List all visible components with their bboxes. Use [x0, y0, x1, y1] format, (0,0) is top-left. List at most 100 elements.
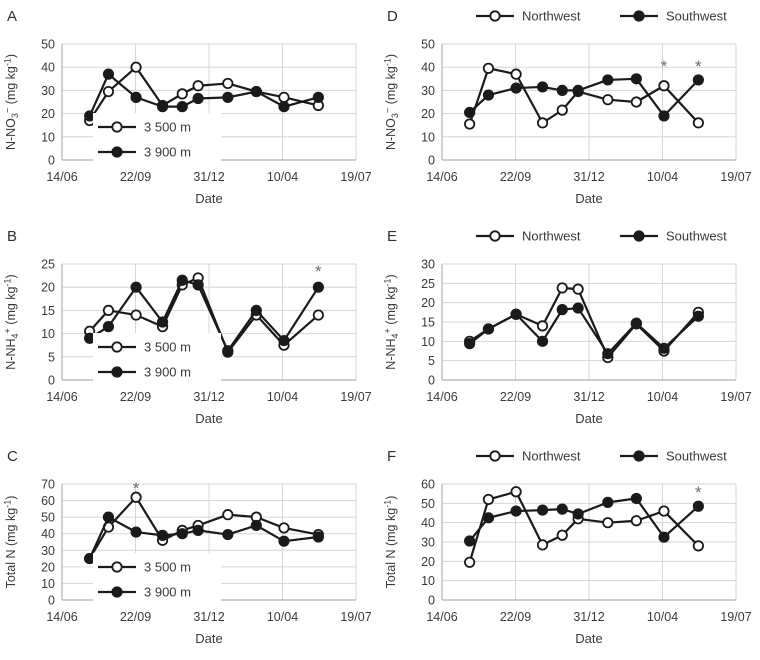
data-point-filled-circle [510, 505, 522, 517]
y-tick-label: 20 [41, 107, 55, 121]
data-point-filled-circle [692, 74, 704, 86]
y-tick-label: 10 [421, 130, 435, 144]
data-point-open-circle [102, 304, 115, 317]
x-tick-label: 14/06 [46, 170, 77, 184]
legend-marker-filled [633, 10, 645, 22]
x-axis-title: Date [575, 631, 602, 646]
data-point-filled-circle [602, 496, 614, 508]
y-tick-label: 5 [428, 354, 435, 368]
legend-label: Southwest [666, 229, 727, 244]
y-tick-label: 70 [41, 478, 55, 492]
legend-marker-open [111, 341, 123, 353]
data-point-open-circle [130, 61, 142, 73]
data-point-filled-circle [176, 528, 188, 540]
x-tick-label: 19/07 [720, 390, 751, 404]
data-point-filled-circle [510, 82, 522, 94]
legend-marker-open [489, 230, 501, 242]
x-tick-label: 14/06 [46, 390, 77, 404]
x-tick-label: 10/04 [647, 390, 678, 404]
x-tick-label: 22/09 [500, 390, 531, 404]
y-tick-label: 0 [48, 154, 55, 168]
series-line-open [88, 66, 319, 122]
data-point-filled-circle [630, 73, 642, 85]
y-tick-label: 15 [421, 316, 435, 330]
data-point-filled-circle [102, 511, 115, 523]
x-axis-title: Date [575, 191, 602, 206]
data-point-open-circle [536, 539, 549, 551]
data-point-filled-circle [572, 508, 584, 520]
x-tick-label: 10/04 [647, 610, 678, 624]
y-tick-label: 10 [41, 327, 55, 341]
data-point-filled-circle [482, 512, 495, 524]
x-tick-label: 31/12 [573, 170, 604, 184]
y-tick-label: 50 [41, 38, 55, 52]
data-point-filled-circle [556, 84, 568, 97]
data-point-filled-circle [556, 503, 568, 515]
data-point-filled-circle [536, 335, 549, 347]
data-point-filled-circle [156, 529, 169, 541]
data-point-filled-circle [658, 110, 670, 122]
line-chart-e: 0 5 10 15 20 25 30 14/06 22/09 31/12 10/04 19/07 Dat… [383, 228, 752, 426]
panel-letter: D [387, 8, 398, 25]
legend-label: 3 500 m [144, 120, 191, 135]
y-tick-label: 0 [428, 374, 435, 388]
data-point-open-circle [658, 505, 670, 517]
x-tick-label: 19/07 [720, 610, 751, 624]
data-point-open-circle [192, 80, 204, 92]
data-point-filled-circle [84, 552, 96, 565]
legend-label: Northwest [522, 229, 581, 244]
significance-asterisk: * [695, 483, 702, 502]
legend-marker-open [489, 450, 501, 462]
data-point-open-circle [602, 517, 614, 529]
y-tick-label: 10 [421, 335, 435, 349]
series-line-filled [88, 516, 319, 560]
data-point-open-circle [130, 309, 142, 321]
y-axis-title: N-NO3− (mg kg-1) [383, 54, 401, 150]
y-tick-label: 30 [41, 544, 55, 558]
legend-label: Southwest [666, 9, 727, 24]
data-point-filled-circle [84, 332, 96, 344]
x-tick-label: 31/12 [573, 610, 604, 624]
data-point-open-circle [102, 85, 115, 98]
data-point-open-circle [630, 515, 642, 527]
data-point-filled-circle [572, 302, 584, 314]
x-tick-label: 22/09 [120, 170, 151, 184]
data-point-filled-circle [658, 342, 670, 354]
panel-letter: B [7, 228, 17, 245]
series-line-open [468, 67, 700, 125]
y-tick-label: 0 [428, 594, 435, 608]
line-chart-f: 0 10 20 30 40 50 60 14/06 22/09 31/12 10/04 19/07 Da… [383, 448, 752, 646]
series-line-filled [88, 73, 319, 117]
chart-panel-b: 0 5 10 15 20 25 14/06 22/09 31/12 10/04 19/07 Date N… [0, 220, 380, 440]
y-axis-title: N-NO3− (mg kg-1) [3, 54, 21, 150]
data-point-filled-circle [250, 85, 262, 98]
data-point-open-circle [464, 118, 476, 130]
data-point-filled-circle [482, 323, 495, 335]
significance-asterisk: * [695, 57, 702, 76]
y-tick-label: 30 [421, 84, 435, 98]
data-point-open-circle [312, 309, 324, 321]
significance-asterisk: * [133, 479, 140, 498]
x-tick-label: 19/07 [340, 390, 371, 404]
x-tick-label: 22/09 [120, 610, 151, 624]
legend-label: 3 900 m [144, 145, 191, 160]
y-axis-title: Total N (mg kg-1) [3, 496, 19, 589]
x-tick-label: 10/04 [647, 170, 678, 184]
x-tick-label: 14/06 [426, 610, 457, 624]
legend-marker-filled [111, 366, 123, 378]
data-point-filled-circle [278, 101, 290, 113]
y-tick-label: 25 [421, 277, 435, 291]
y-tick-label: 50 [421, 497, 435, 511]
x-tick-label: 10/04 [267, 170, 298, 184]
data-point-filled-circle [222, 345, 234, 357]
legend-label: 3 900 m [144, 585, 191, 600]
data-point-filled-circle [312, 531, 324, 543]
data-point-open-circle [130, 491, 142, 503]
data-point-filled-circle [156, 316, 169, 328]
data-point-filled-circle [536, 81, 549, 93]
y-tick-label: 20 [421, 107, 435, 121]
line-chart-b: 0 5 10 15 20 25 14/06 22/09 31/12 10/04 19/07 Date N… [3, 228, 372, 426]
x-tick-label: 22/09 [500, 610, 531, 624]
data-point-filled-circle [84, 110, 96, 122]
